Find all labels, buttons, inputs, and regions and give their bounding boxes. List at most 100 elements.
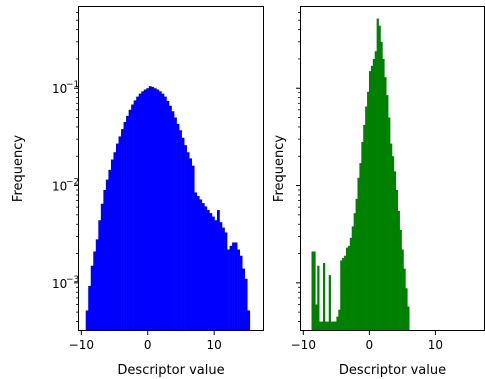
histogram-bar — [116, 143, 119, 331]
histogram-bar — [368, 71, 372, 331]
yticks-left: 10−310−210−1 — [52, 80, 79, 291]
histogram-bar — [399, 229, 402, 331]
histogram-bar — [405, 288, 408, 331]
y-axis-label-left: Frequency — [11, 135, 26, 202]
histogram-bar — [403, 268, 406, 331]
y-tick-label: 10 — [52, 82, 67, 96]
histogram-bar — [244, 278, 248, 331]
histogram-bar — [93, 251, 97, 331]
histogram-bar — [313, 251, 316, 331]
histogram-bar — [357, 177, 360, 331]
yticks-right — [296, 87, 300, 284]
histogram-bar — [163, 96, 167, 332]
histogram-bar — [351, 226, 354, 331]
x-axis-label-left: Descriptor value — [117, 363, 224, 378]
histogram-bar — [361, 142, 364, 331]
histogram-bar — [179, 130, 182, 331]
histogram-bar — [247, 310, 251, 331]
histogram-bar — [395, 189, 399, 331]
histogram-bar — [133, 100, 137, 331]
histogram-bar — [370, 65, 374, 331]
histogram-bar — [336, 316, 339, 331]
bars-left — [85, 86, 251, 332]
xticks-left: −10 0 10 — [69, 331, 222, 352]
histogram-bar — [214, 220, 218, 331]
x-axis-label-right: Descriptor value — [339, 363, 446, 378]
histogram-bar — [103, 189, 107, 331]
histogram-bar — [105, 179, 109, 331]
histogram-bar — [88, 285, 92, 331]
histogram-bar — [391, 156, 395, 331]
histogram-bar — [118, 136, 122, 331]
histogram-bar — [393, 171, 397, 331]
histogram-bar — [184, 145, 187, 331]
y-axis-label-right: Frequency — [272, 135, 287, 202]
histogram-left: 10−310−210−1 −10 0 10 Descriptor value Fre… — [11, 6, 264, 378]
histogram-bar — [153, 88, 157, 331]
y-tick-label: 10 — [52, 180, 67, 194]
histogram-bar — [315, 304, 318, 331]
histogram-bar — [372, 58, 376, 331]
histogram-bar — [90, 265, 94, 331]
histogram-bar — [376, 18, 379, 332]
histogram-right: −10 0 10 Descriptor value Frequency — [272, 6, 485, 378]
histogram-bar — [108, 169, 112, 331]
histogram-bar — [138, 93, 142, 331]
histogram-bar — [206, 210, 210, 331]
histogram-bar — [334, 321, 337, 331]
histogram-bar — [95, 239, 99, 331]
histogram-bar — [123, 121, 127, 331]
histogram-bar — [113, 152, 117, 331]
histogram-bar — [363, 124, 366, 331]
histogram-bar — [158, 91, 162, 331]
histogram-bar — [136, 96, 140, 332]
histogram-bar — [169, 105, 172, 331]
histogram-bar — [143, 89, 147, 332]
histogram-bar — [186, 152, 190, 331]
y-tick-exponent: −3 — [66, 275, 79, 285]
histogram-bar — [311, 251, 314, 331]
histogram-bar — [199, 199, 203, 331]
histogram-bar — [110, 159, 114, 331]
histogram-bar — [328, 275, 331, 331]
y-tick-label: 10 — [52, 277, 67, 291]
histogram-bar — [237, 249, 240, 331]
histogram-bar — [232, 242, 235, 331]
histogram-bar — [176, 123, 180, 332]
histogram-bar — [386, 95, 389, 331]
histogram-bar — [141, 91, 145, 331]
histogram-bar — [222, 227, 225, 331]
histogram-bar — [330, 321, 333, 331]
histogram-bar — [85, 310, 89, 331]
histogram-bar — [374, 51, 377, 332]
histogram-bar — [324, 321, 328, 331]
axes-frame-left — [78, 6, 264, 331]
histogram-bar — [401, 249, 404, 331]
histogram-bar — [146, 88, 150, 331]
histogram-bar — [131, 104, 134, 331]
histogram-bar — [196, 196, 200, 331]
histogram-bar — [355, 198, 358, 331]
histogram-bar — [194, 192, 198, 331]
histogram-bar — [349, 237, 353, 331]
bars-right — [311, 18, 410, 332]
xticks-right: −10 0 10 — [291, 331, 443, 352]
histogram-bar — [126, 115, 129, 332]
histogram-bar — [317, 265, 320, 331]
histogram-bar — [382, 58, 385, 331]
histogram-bar — [384, 77, 387, 332]
histogram-bar — [347, 245, 351, 331]
histogram-bar — [326, 321, 330, 331]
minor-yticks-left — [76, 12, 78, 322]
histogram-bar — [148, 86, 152, 331]
histogram-bar — [234, 242, 238, 331]
histogram-bar — [156, 89, 160, 332]
histogram-bar — [161, 93, 165, 331]
histogram-bar — [181, 137, 185, 331]
x-tick-label: 0 — [144, 338, 152, 352]
histogram-bar — [189, 158, 193, 331]
histogram-bar — [166, 100, 170, 332]
histogram-bar — [216, 210, 220, 331]
x-tick-label: 10 — [207, 338, 222, 352]
